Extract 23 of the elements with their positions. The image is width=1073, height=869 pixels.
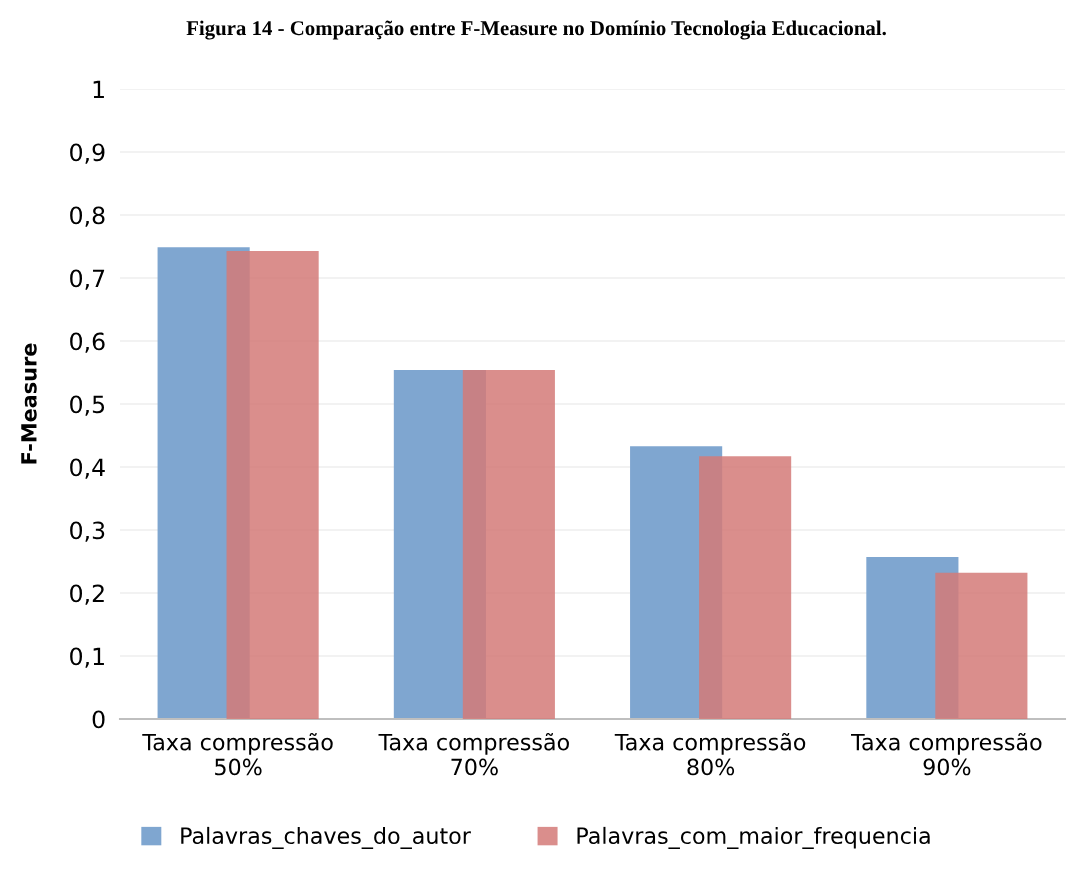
- y-tick-label: 0,9: [70, 143, 105, 164]
- bar: [226, 250, 319, 719]
- x-tick-label: Taxa compressão 80%: [614, 732, 806, 776]
- y-tick-label: 0,3: [70, 521, 105, 542]
- bar: [699, 456, 792, 719]
- y-tick-label: 0,2: [70, 584, 104, 605]
- y-tick-label: 0: [92, 710, 105, 729]
- x-tick-label: Taxa compressão 50%: [142, 732, 333, 776]
- y-tick-label: 0,4: [70, 458, 105, 479]
- y-tick-label: 0,8: [70, 206, 105, 227]
- chart-title: Figura 14 - Comparação entre F-Measure no Domínio Tecnologia Educacional.: [186, 20, 886, 40]
- y-tick-label: 0,7: [70, 269, 105, 290]
- x-tick-label: Taxa compressão 90%: [851, 732, 1042, 776]
- y-axis-title: F-Measure: [21, 343, 37, 464]
- y-tick-label: 0,6: [70, 332, 105, 353]
- legend-label: Palavras_chaves_do_autor: [181, 826, 471, 849]
- y-tick-label: 1: [93, 80, 104, 98]
- legend-label: Palavras_com_maior_frequencia: [577, 826, 930, 849]
- y-tick-label: 0,1: [70, 647, 104, 668]
- bar: [462, 369, 555, 719]
- y-tick-label: 0,5: [70, 395, 105, 416]
- x-tick-label: Taxa compressão 70%: [378, 732, 569, 776]
- bar: [935, 572, 1028, 719]
